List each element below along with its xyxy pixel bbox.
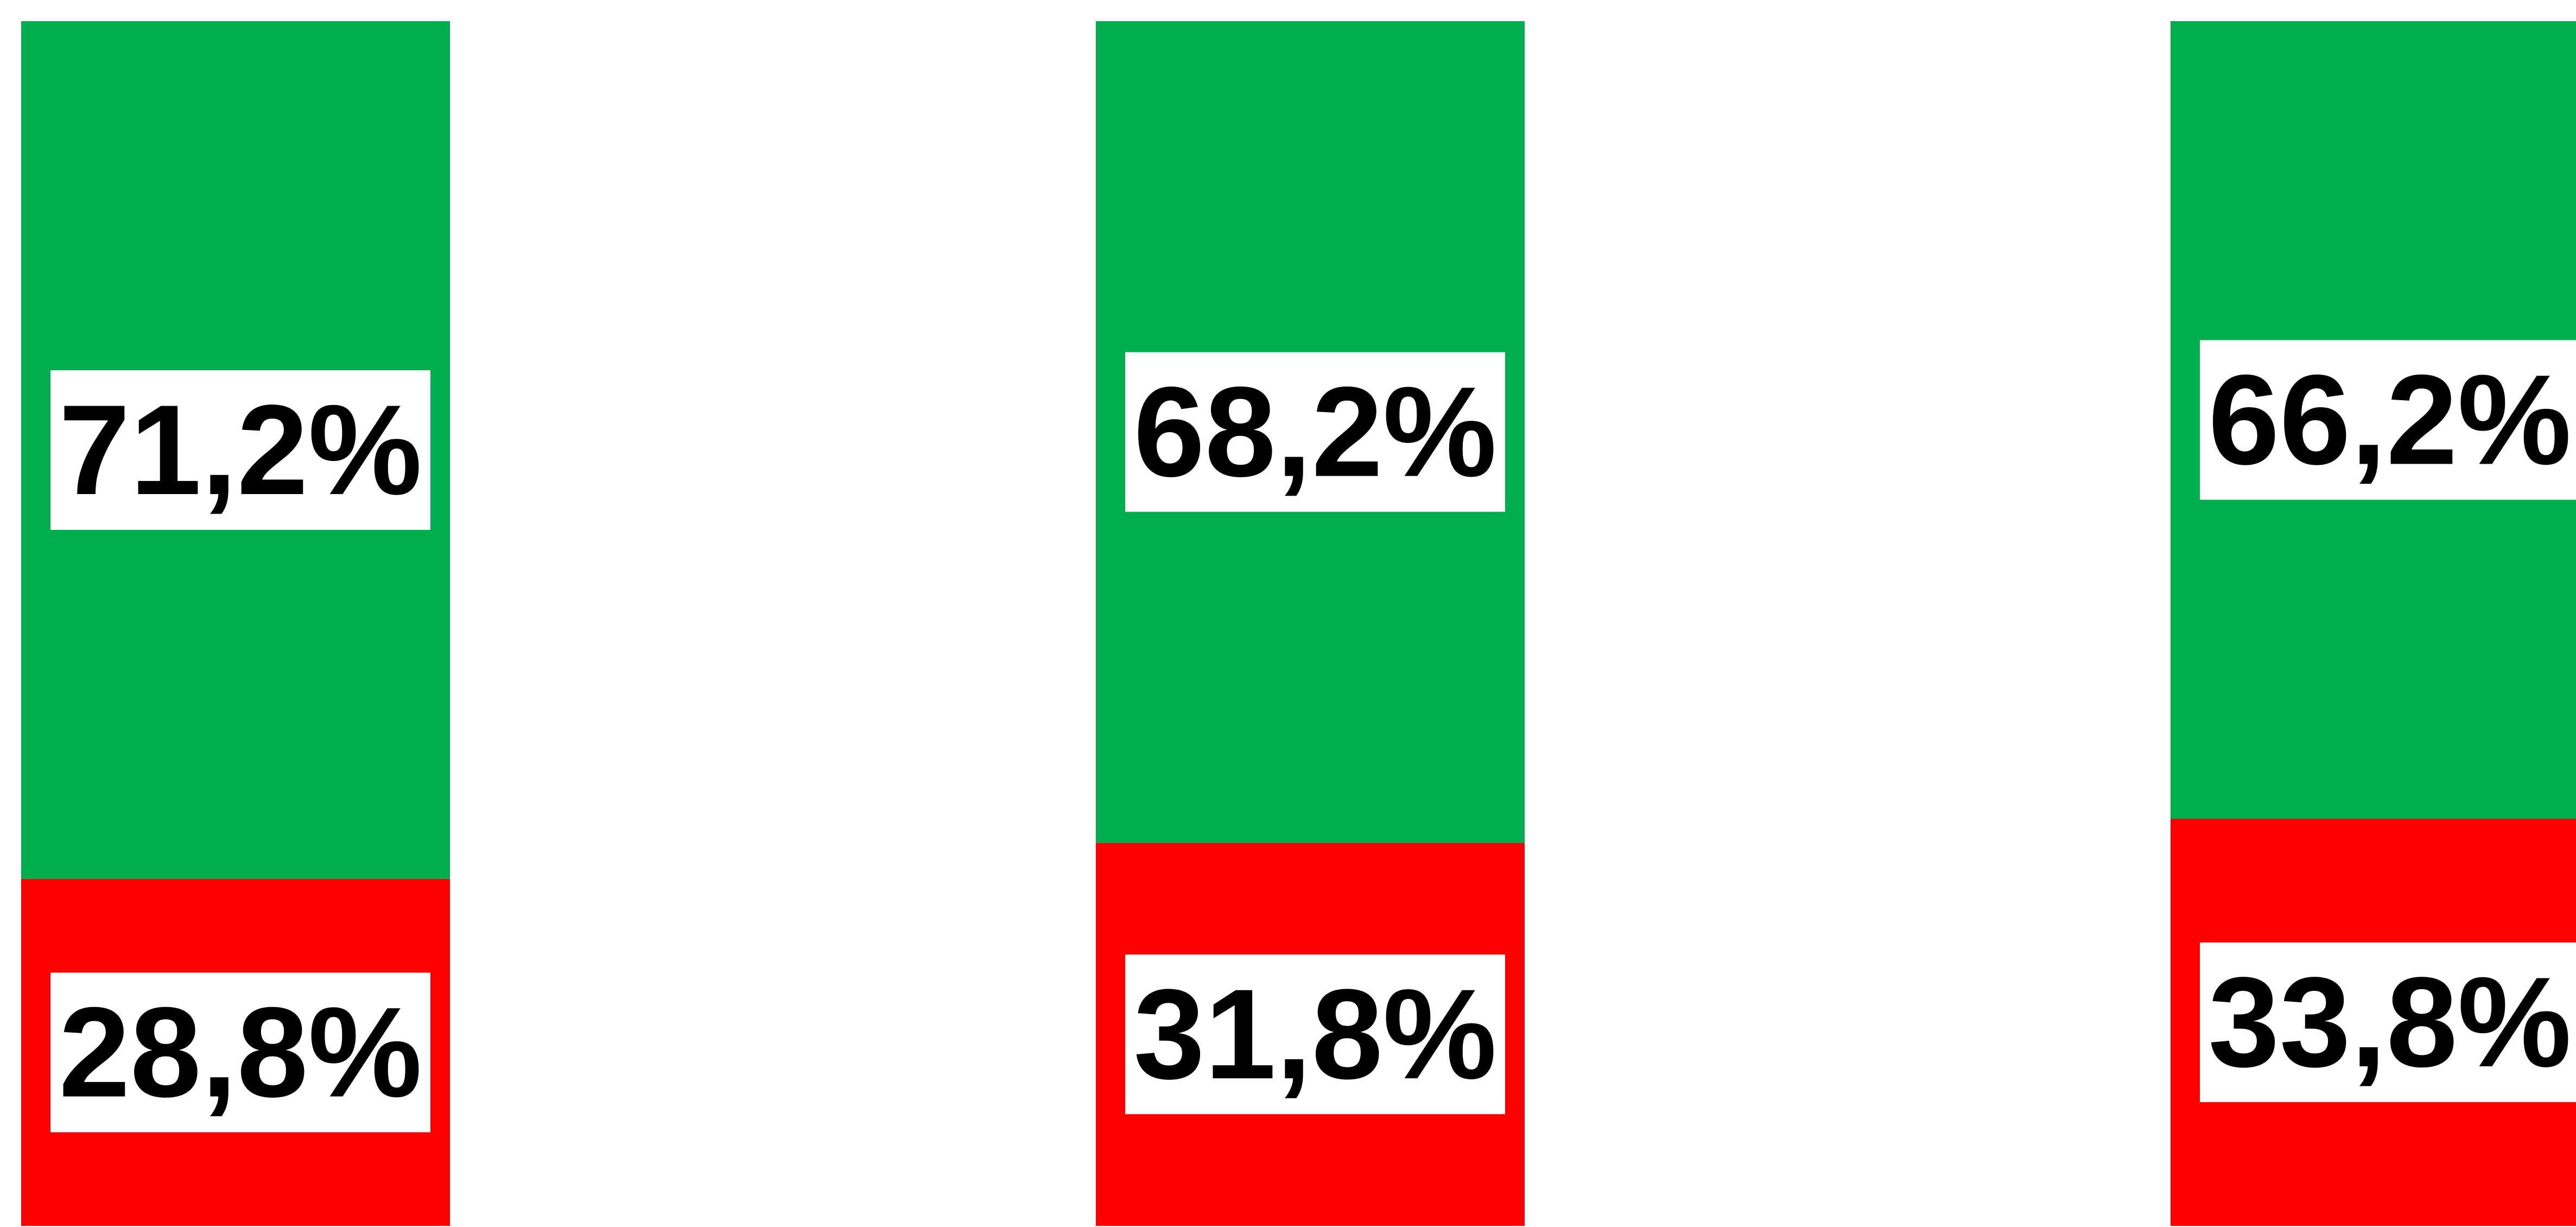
data-label: 66,2% xyxy=(2208,348,2571,491)
data-label: 31,8% xyxy=(1133,963,1496,1106)
label-box xyxy=(1125,352,1505,512)
label-box xyxy=(1125,954,1505,1115)
label-box xyxy=(50,370,430,530)
data-label: 68,2% xyxy=(1133,360,1496,504)
data-label: 33,8% xyxy=(2208,951,2571,1094)
data-label: 28,8% xyxy=(59,981,422,1124)
label-box xyxy=(2200,942,2576,1102)
label-box xyxy=(2200,340,2576,500)
data-label: 71,2% xyxy=(59,378,422,522)
label-box xyxy=(50,972,430,1133)
